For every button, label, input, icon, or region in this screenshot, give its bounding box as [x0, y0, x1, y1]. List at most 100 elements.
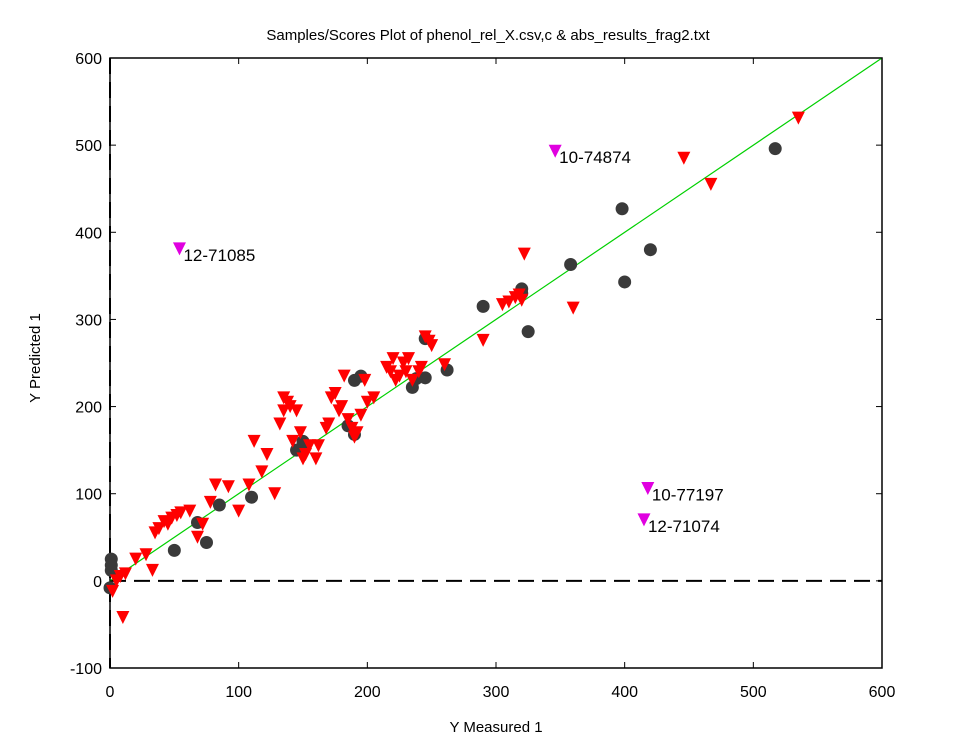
- data-point-triangle: [221, 480, 235, 494]
- data-point-triangle: [283, 400, 297, 414]
- data-points: [103, 111, 805, 624]
- data-point-circle: [418, 371, 432, 385]
- y-tick-label: -100: [70, 661, 102, 678]
- x-tick-label: 200: [354, 684, 381, 701]
- data-point-triangle: [425, 339, 439, 353]
- x-tick-label: 500: [740, 684, 767, 701]
- data-point-triangle: [566, 301, 580, 315]
- point-annotations: 12-71085 10-74874 10-77197 12-71074: [183, 148, 723, 536]
- data-point-triangle: [129, 552, 143, 566]
- x-tick-label: 600: [869, 684, 896, 701]
- data-point-triangle: [367, 391, 381, 405]
- data-point-triangle: [174, 506, 188, 520]
- data-point-triangle: [277, 404, 291, 418]
- data-point-triangle: [548, 144, 562, 158]
- data-point-triangle: [302, 439, 316, 453]
- data-point-triangle: [145, 563, 159, 577]
- data-point-circle: [643, 243, 657, 257]
- data-point-circle: [104, 563, 118, 577]
- data-point-triangle: [383, 365, 397, 379]
- data-point-triangle: [677, 151, 691, 165]
- chart-title: Samples/Scores Plot of phenol_rel_X.csv,…: [266, 27, 710, 44]
- data-point-triangle: [273, 417, 287, 431]
- y-tick-label: 500: [75, 138, 102, 155]
- data-point-triangle: [196, 517, 210, 531]
- data-point-circle: [476, 299, 490, 313]
- data-point-triangle: [152, 522, 166, 536]
- data-point-triangle: [328, 387, 342, 400]
- data-point-triangle: [322, 417, 336, 431]
- data-point-circle: [768, 142, 782, 156]
- data-point-triangle: [268, 487, 282, 501]
- data-point-triangle: [502, 295, 516, 309]
- y-tick-label: 300: [75, 312, 102, 329]
- data-point-triangle: [286, 434, 300, 448]
- point-label: 12-71085: [183, 246, 255, 265]
- y-tick-label: 600: [75, 51, 102, 68]
- data-point-triangle: [293, 426, 307, 440]
- data-point-triangle: [290, 404, 304, 418]
- x-tick-label: 100: [225, 684, 252, 701]
- data-point-triangle: [335, 400, 349, 414]
- data-point-triangle: [118, 567, 132, 581]
- data-point-triangle: [255, 465, 269, 479]
- data-point-triangle: [414, 360, 428, 374]
- identity-line: [109, 57, 883, 582]
- data-point-triangle: [386, 352, 400, 366]
- data-point-triangle: [309, 452, 323, 466]
- x-tick-label: 400: [611, 684, 638, 701]
- data-point-circle: [521, 325, 535, 339]
- data-point-triangle: [260, 448, 274, 461]
- y-tick-label: 0: [93, 574, 102, 591]
- y-axis-label: Y Predicted 1: [27, 313, 44, 403]
- data-point-triangle: [350, 426, 364, 440]
- y-tick-label: 100: [75, 487, 102, 504]
- data-point-triangle: [476, 333, 490, 347]
- data-point-triangle: [517, 247, 531, 261]
- data-point-triangle: [405, 373, 419, 387]
- data-point-circle: [564, 258, 578, 272]
- data-point-triangle: [106, 584, 120, 598]
- data-point-circle: [245, 490, 259, 504]
- data-point-triangle: [341, 413, 355, 427]
- data-point-circle: [212, 498, 226, 512]
- y-tick-label: 400: [75, 225, 102, 242]
- data-point-circle: [167, 543, 181, 557]
- data-point-triangle: [172, 242, 186, 256]
- data-point-triangle: [704, 177, 718, 191]
- data-point-triangle: [232, 504, 246, 518]
- data-point-circle: [618, 275, 632, 289]
- data-point-triangle: [139, 548, 153, 562]
- data-point-triangle: [247, 434, 261, 448]
- x-tick-label: 0: [106, 684, 115, 701]
- data-point-triangle: [337, 369, 351, 383]
- data-point-triangle: [641, 481, 655, 495]
- x-tick-label: 300: [483, 684, 510, 701]
- data-point-triangle: [311, 439, 325, 453]
- data-point-triangle: [209, 478, 223, 492]
- data-point-triangle: [791, 111, 805, 125]
- data-point-triangle: [358, 373, 372, 387]
- data-point-triangle: [399, 365, 413, 379]
- point-label: 10-77197: [652, 485, 724, 504]
- data-point-triangle: [203, 495, 217, 509]
- data-point-triangle: [183, 504, 197, 518]
- data-point-triangle: [242, 478, 256, 492]
- data-point-triangle: [402, 352, 416, 366]
- plot-area-frame: [109, 57, 883, 669]
- data-point-triangle: [438, 358, 452, 372]
- data-point-triangle: [393, 369, 406, 383]
- data-point-triangle: [360, 395, 374, 409]
- data-point-triangle: [637, 513, 651, 527]
- data-point-triangle: [116, 610, 130, 624]
- data-point-triangle: [299, 448, 313, 461]
- data-point-triangle: [515, 293, 529, 307]
- point-label: 12-71074: [648, 517, 720, 536]
- x-axis-label: Y Measured 1: [449, 719, 542, 736]
- data-point-circle: [615, 202, 629, 216]
- y-tick-label: 200: [75, 400, 102, 417]
- axis-ticks: 0 100 200 300 400 500 600-10001002003004005006…: [70, 51, 895, 701]
- data-point-circle: [200, 536, 213, 550]
- data-point-triangle: [190, 530, 204, 544]
